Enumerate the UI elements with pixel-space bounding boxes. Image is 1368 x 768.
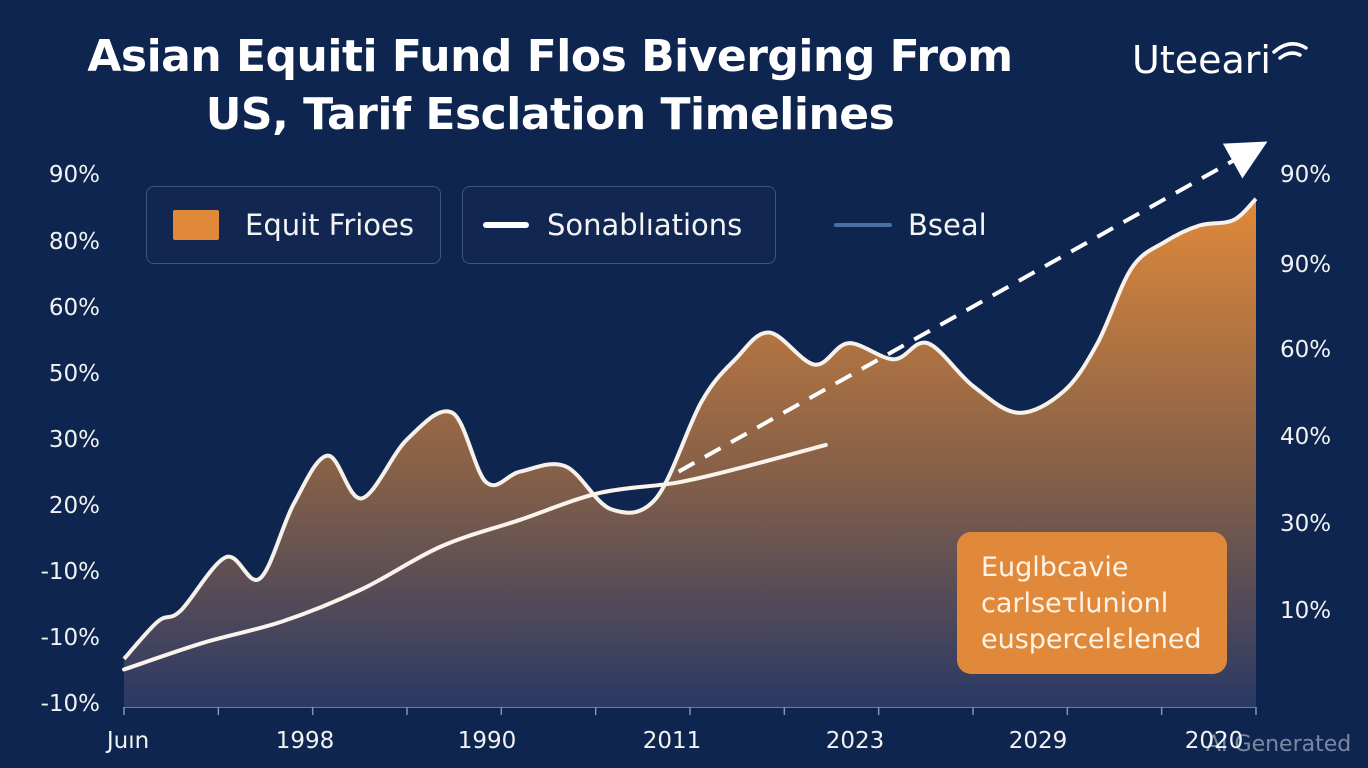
annotation-line3: euspercelεlened [981, 624, 1202, 655]
x-tick-labels: Juın 1998 1990 2011 2023 2029 2020 [105, 728, 1243, 754]
annotation-box: Euglbcavie carlseτlunionl euspercelεlene… [957, 532, 1227, 674]
line-series-sonablations [122, 442, 828, 672]
y-right-tick-label: 60% [1280, 337, 1331, 363]
trend-arrow [677, 141, 1268, 474]
legend-swatch-blue-line [834, 223, 892, 227]
legend-swatch-area [173, 210, 219, 240]
legend-label-2: Sonablıations [547, 208, 743, 242]
annotation-line2: carlseτlunionl [981, 588, 1169, 619]
legend-item-equit-frioes: Equit Frioes [146, 186, 441, 264]
x-tick-label: Juın [105, 728, 149, 754]
y-right-tick-label: 90% [1280, 162, 1331, 188]
legend-label-1: Equit Frioes [245, 208, 415, 242]
y-left-tick-label: 30% [49, 427, 100, 453]
x-tick-label: 1998 [276, 728, 335, 754]
chart-title-line1: Asian Equiti Fund Flos Biverging From [87, 31, 1013, 82]
chart-title-line2: US, Tarif Esclation Timelines [205, 89, 895, 140]
chart-title: Asian Equiti Fund Flos Biverging From US… [0, 28, 1100, 144]
y-left-tick-label: -10% [41, 625, 100, 651]
legend-item-sonablations: Sonablıations [462, 186, 776, 264]
y-right-tick-label: 90% [1280, 252, 1331, 278]
y-left-tick-label: 90% [49, 162, 100, 188]
annotation-line1: Euglbcavie [981, 552, 1129, 583]
y-left-tick-label: -10% [41, 559, 100, 585]
y-left-tick-labels: 90% 80% 60% 50% 30% 20% -10% -10% -10% [41, 162, 100, 717]
x-tick-label: 2023 [826, 728, 885, 754]
x-tick-label: 2029 [1009, 728, 1068, 754]
legend-label-3: Bseal [908, 208, 987, 242]
x-tick-label: 1990 [458, 728, 517, 754]
legend-swatch-line [483, 222, 529, 228]
y-left-tick-label: -10% [41, 691, 100, 717]
y-left-tick-label: 50% [49, 361, 100, 387]
y-left-tick-label: 80% [49, 229, 100, 255]
legend-item-bseal: Bseal [834, 186, 987, 264]
x-axis [123, 706, 1257, 715]
x-tick-label: 2020 [1185, 728, 1244, 754]
y-right-tick-label: 10% [1280, 598, 1331, 624]
y-left-tick-label: 60% [49, 295, 100, 321]
area-outline [122, 197, 1258, 661]
brand-name: Uteeari [1132, 38, 1271, 82]
trend-arrow-line [677, 141, 1268, 474]
y-right-tick-labels: 90% 90% 60% 40% 30% 10% [1280, 162, 1331, 624]
y-left-tick-label: 20% [49, 493, 100, 519]
x-tick-label: 2011 [643, 728, 702, 754]
y-right-tick-label: 30% [1280, 511, 1331, 537]
signal-icon [1272, 42, 1308, 60]
ai-generated-watermark: AI Generated [1206, 732, 1352, 757]
line-path [122, 442, 828, 672]
y-right-tick-label: 40% [1280, 424, 1331, 450]
